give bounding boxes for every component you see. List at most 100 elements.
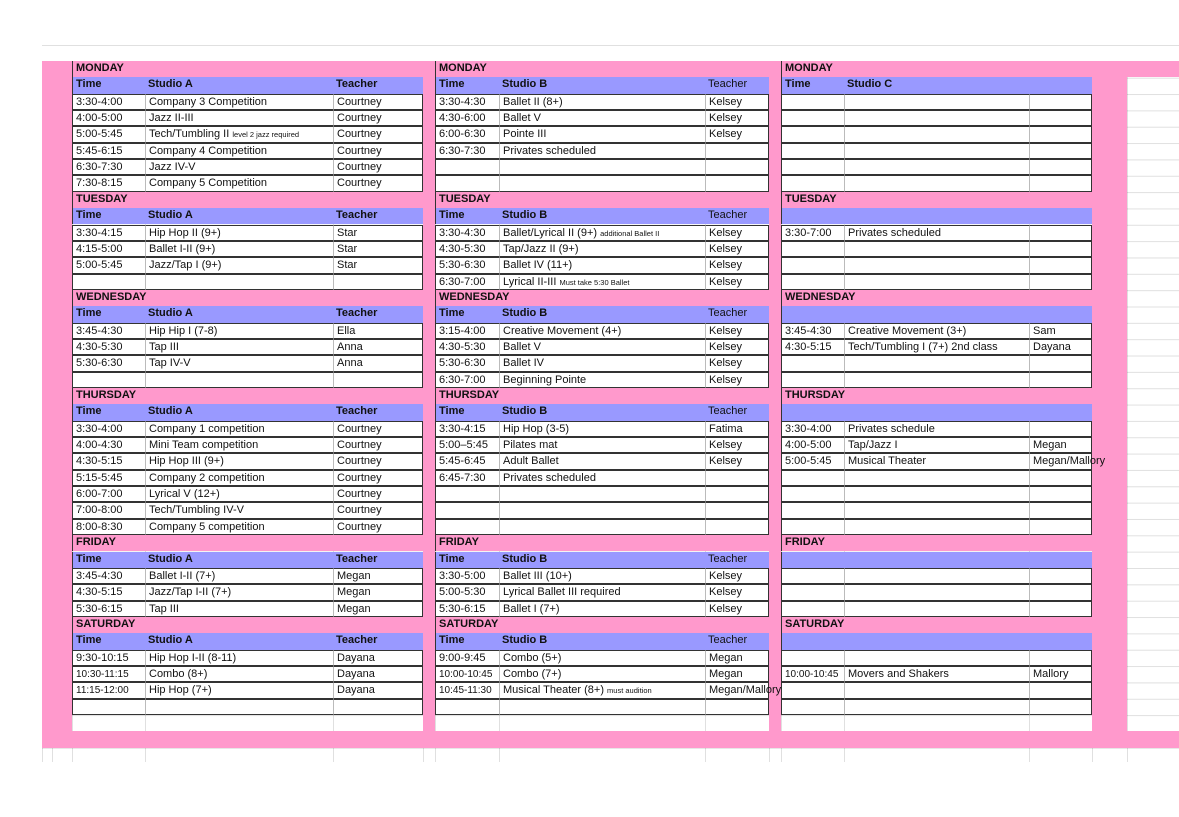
- schedule-cell-class[interactable]: Lyrical II-III Must take 5:30 Ballet: [499, 273, 705, 290]
- schedule-cell-class[interactable]: [844, 93, 1029, 111]
- schedule-cell-time[interactable]: 6:45-7:30: [435, 469, 499, 487]
- schedule-cell-teacher[interactable]: Kelsey: [705, 322, 769, 339]
- schedule-cell-class[interactable]: Hip Hop I-II (8-11): [145, 649, 333, 666]
- schedule-cell-time[interactable]: 3:30-4:15: [435, 420, 499, 438]
- schedule-cell-teacher[interactable]: Fatima: [705, 420, 769, 438]
- schedule-cell-class[interactable]: [499, 159, 705, 176]
- schedule-cell-time[interactable]: 6:30-7:00: [435, 273, 499, 290]
- schedule-cell-teacher[interactable]: Star: [333, 224, 423, 241]
- schedule-cell-class[interactable]: Privates scheduled: [499, 469, 705, 487]
- schedule-cell-time[interactable]: [781, 175, 844, 192]
- schedule-cell-class[interactable]: Company 2 competition: [145, 469, 333, 487]
- schedule-cell-class[interactable]: Hip Hop (7+): [145, 682, 333, 699]
- schedule-cell-teacher[interactable]: [1029, 698, 1092, 715]
- schedule-cell-time[interactable]: 5:30-6:15: [72, 600, 145, 617]
- schedule-cell-time[interactable]: 3:30-4:15: [72, 224, 145, 241]
- schedule-cell-class[interactable]: Company 4 Competition: [145, 142, 333, 160]
- schedule-cell-time[interactable]: 6:30-7:00: [435, 371, 499, 388]
- schedule-cell-class[interactable]: [844, 469, 1029, 487]
- schedule-cell-class[interactable]: Lyrical Ballet III required: [499, 584, 705, 601]
- schedule-cell-class[interactable]: Ballet I-II (9+): [145, 240, 333, 258]
- schedule-cell-time[interactable]: 3:45-4:30: [72, 322, 145, 339]
- schedule-cell-time[interactable]: [781, 649, 844, 666]
- schedule-cell-class[interactable]: Jazz/Tap I (9+): [145, 257, 333, 274]
- schedule-cell-class[interactable]: Creative Movement (4+): [499, 322, 705, 339]
- schedule-cell-class[interactable]: Ballet V: [499, 338, 705, 356]
- schedule-cell-time[interactable]: [781, 518, 844, 536]
- schedule-cell-class[interactable]: Combo (8+): [145, 665, 333, 683]
- schedule-cell-teacher[interactable]: Kelsey: [705, 110, 769, 127]
- schedule-cell-teacher[interactable]: [705, 159, 769, 176]
- schedule-cell-teacher[interactable]: Megan/Mallory: [705, 682, 781, 699]
- schedule-cell-time[interactable]: 3:30-5:00: [435, 567, 499, 585]
- schedule-cell-time[interactable]: [781, 110, 844, 127]
- schedule-cell-teacher[interactable]: [1029, 273, 1092, 290]
- schedule-cell-class[interactable]: [844, 567, 1029, 585]
- schedule-cell-teacher[interactable]: [705, 175, 769, 192]
- schedule-cell-time[interactable]: [781, 682, 844, 699]
- schedule-cell-teacher[interactable]: Kelsey: [705, 126, 769, 143]
- schedule-cell-class[interactable]: Ballet V: [499, 110, 705, 127]
- schedule-cell-teacher[interactable]: [1029, 110, 1092, 127]
- schedule-cell-time[interactable]: 9:00-9:45: [435, 649, 499, 666]
- schedule-cell-time[interactable]: 4:30-5:15: [781, 338, 844, 356]
- schedule-cell-teacher[interactable]: [1029, 142, 1092, 160]
- schedule-cell-teacher[interactable]: [1029, 126, 1092, 143]
- schedule-cell-teacher[interactable]: [1029, 682, 1092, 699]
- schedule-cell-time[interactable]: 9:30-10:15: [72, 649, 145, 666]
- schedule-cell-teacher[interactable]: Kelsey: [705, 567, 769, 585]
- schedule-cell-class[interactable]: Company 3 Competition: [145, 93, 333, 111]
- schedule-cell-class[interactable]: Tap/Jazz II (9+): [499, 240, 705, 258]
- schedule-cell-teacher[interactable]: [1029, 502, 1092, 519]
- schedule-cell-teacher[interactable]: Courtney: [333, 126, 423, 143]
- schedule-cell-class[interactable]: Pilates mat: [499, 437, 705, 454]
- schedule-cell-class[interactable]: [499, 486, 705, 503]
- schedule-cell-teacher[interactable]: [333, 698, 423, 715]
- schedule-cell-class[interactable]: [844, 240, 1029, 258]
- schedule-cell-class[interactable]: Ballet I (7+): [499, 600, 705, 617]
- schedule-cell-class[interactable]: [844, 110, 1029, 127]
- schedule-cell-teacher[interactable]: Kelsey: [705, 338, 769, 356]
- schedule-cell-time[interactable]: 10:30-11:15: [72, 665, 145, 683]
- schedule-cell-class[interactable]: Beginning Pointe: [499, 371, 705, 388]
- schedule-cell-time[interactable]: [781, 93, 844, 111]
- schedule-cell-teacher[interactable]: Dayana: [333, 665, 423, 683]
- schedule-cell-teacher[interactable]: Kelsey: [705, 584, 769, 601]
- schedule-cell-class[interactable]: Tap IV-V: [145, 355, 333, 372]
- schedule-cell-time[interactable]: [435, 486, 499, 503]
- schedule-cell-time[interactable]: [781, 567, 844, 585]
- schedule-cell-teacher[interactable]: [1029, 257, 1092, 274]
- schedule-cell-class[interactable]: [844, 273, 1029, 290]
- schedule-cell-class[interactable]: Tech/Tumbling I (7+) 2nd class: [844, 338, 1029, 356]
- schedule-cell-teacher[interactable]: [705, 469, 769, 487]
- schedule-cell-teacher[interactable]: Courtney: [333, 142, 423, 160]
- schedule-cell-class[interactable]: Company 1 competition: [145, 420, 333, 438]
- schedule-cell-teacher[interactable]: Megan/Mallory: [1029, 453, 1105, 470]
- schedule-cell-class[interactable]: Musical Theater: [844, 453, 1029, 470]
- schedule-cell-class[interactable]: Adult Ballet: [499, 453, 705, 470]
- schedule-cell-teacher[interactable]: [1029, 584, 1092, 601]
- schedule-cell-teacher[interactable]: Megan: [705, 649, 769, 666]
- schedule-cell-class[interactable]: Ballet IV (11+): [499, 257, 705, 274]
- schedule-cell-class[interactable]: Lyrical V (12+): [145, 486, 333, 503]
- schedule-cell-time[interactable]: 7:00-8:00: [72, 502, 145, 519]
- schedule-cell-teacher[interactable]: [1029, 355, 1092, 372]
- schedule-cell-time[interactable]: [781, 126, 844, 143]
- schedule-cell-time[interactable]: 3:30-4:00: [72, 420, 145, 438]
- schedule-cell-class[interactable]: [844, 486, 1029, 503]
- schedule-cell-teacher[interactable]: [1029, 600, 1092, 617]
- schedule-cell-class[interactable]: Hip Hip I (7-8): [145, 322, 333, 339]
- schedule-cell-class[interactable]: Tap III: [145, 600, 333, 617]
- schedule-cell-class[interactable]: [844, 698, 1029, 715]
- schedule-cell-time[interactable]: 5:00-5:45: [781, 453, 844, 470]
- schedule-cell-time[interactable]: 6:00-6:30: [435, 126, 499, 143]
- schedule-cell-class[interactable]: Hip Hop III (9+): [145, 453, 333, 470]
- schedule-cell-teacher[interactable]: Courtney: [333, 469, 423, 487]
- schedule-cell-time[interactable]: [781, 273, 844, 290]
- schedule-cell-time[interactable]: [781, 584, 844, 601]
- schedule-cell-time[interactable]: [435, 698, 499, 715]
- schedule-cell-time[interactable]: 5:30-6:30: [435, 355, 499, 372]
- schedule-cell-time[interactable]: 4:00-5:00: [781, 437, 844, 454]
- schedule-cell-class[interactable]: Movers and Shakers: [844, 665, 1029, 683]
- schedule-cell-teacher[interactable]: [1029, 371, 1092, 388]
